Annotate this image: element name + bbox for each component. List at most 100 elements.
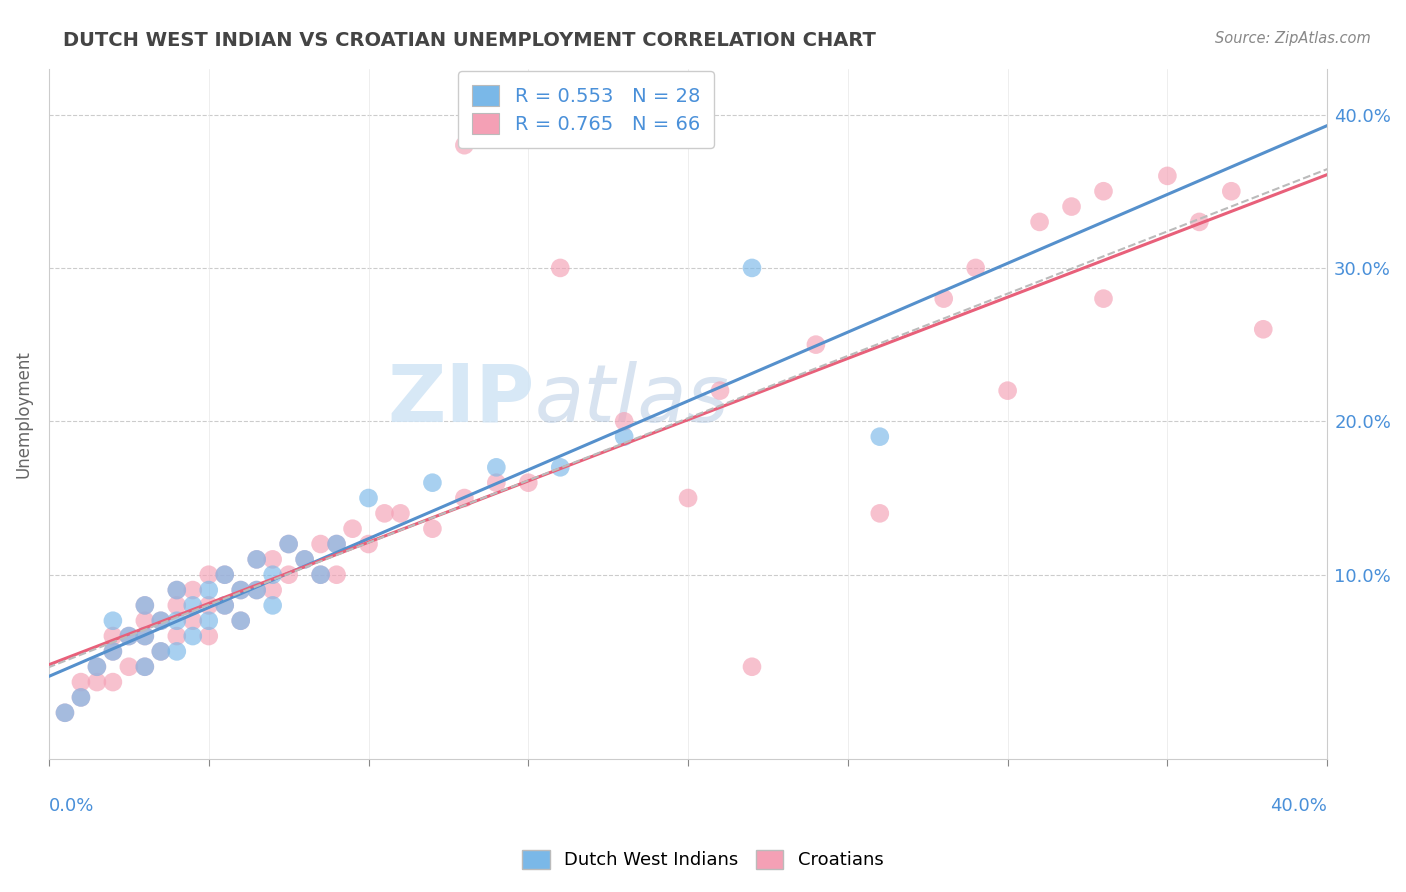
Point bbox=[214, 567, 236, 582]
Point bbox=[134, 629, 156, 643]
Point bbox=[229, 582, 252, 597]
Point bbox=[166, 582, 188, 597]
Point bbox=[548, 460, 571, 475]
Point bbox=[134, 629, 156, 643]
Point bbox=[294, 552, 316, 566]
Point bbox=[325, 537, 347, 551]
Point bbox=[357, 491, 380, 505]
Point bbox=[613, 430, 636, 444]
Point bbox=[149, 614, 172, 628]
Point bbox=[181, 629, 204, 643]
Point bbox=[86, 659, 108, 673]
Point bbox=[70, 675, 93, 690]
Point bbox=[134, 614, 156, 628]
Point bbox=[869, 430, 891, 444]
Point bbox=[246, 552, 269, 566]
Point bbox=[262, 552, 284, 566]
Point bbox=[277, 537, 299, 551]
Point bbox=[134, 599, 156, 613]
Point bbox=[741, 659, 763, 673]
Point bbox=[485, 460, 508, 475]
Point bbox=[134, 659, 156, 673]
Point bbox=[453, 138, 475, 153]
Point bbox=[548, 260, 571, 275]
Point bbox=[166, 582, 188, 597]
Point bbox=[309, 537, 332, 551]
Point bbox=[229, 614, 252, 628]
Point bbox=[101, 644, 124, 658]
Text: atlas: atlas bbox=[534, 361, 730, 439]
Point bbox=[277, 537, 299, 551]
Point bbox=[197, 614, 219, 628]
Point bbox=[1188, 215, 1211, 229]
Point bbox=[325, 567, 347, 582]
Point bbox=[422, 522, 444, 536]
Point bbox=[197, 599, 219, 613]
Point bbox=[134, 599, 156, 613]
Point bbox=[101, 644, 124, 658]
Point bbox=[53, 706, 76, 720]
Point bbox=[166, 599, 188, 613]
Point bbox=[166, 629, 188, 643]
Point bbox=[149, 614, 172, 628]
Point bbox=[342, 522, 364, 536]
Point bbox=[932, 292, 955, 306]
Point bbox=[197, 629, 219, 643]
Text: DUTCH WEST INDIAN VS CROATIAN UNEMPLOYMENT CORRELATION CHART: DUTCH WEST INDIAN VS CROATIAN UNEMPLOYME… bbox=[63, 31, 876, 50]
Point bbox=[149, 644, 172, 658]
Point bbox=[166, 644, 188, 658]
Point bbox=[118, 659, 141, 673]
Point bbox=[357, 537, 380, 551]
Point bbox=[325, 537, 347, 551]
Point bbox=[1156, 169, 1178, 183]
Point bbox=[517, 475, 540, 490]
Point bbox=[422, 475, 444, 490]
Point bbox=[86, 675, 108, 690]
Point bbox=[197, 582, 219, 597]
Point bbox=[118, 629, 141, 643]
Point bbox=[101, 614, 124, 628]
Point bbox=[262, 582, 284, 597]
Point bbox=[262, 599, 284, 613]
Legend: Dutch West Indians, Croatians: Dutch West Indians, Croatians bbox=[513, 840, 893, 879]
Point bbox=[70, 690, 93, 705]
Point bbox=[229, 614, 252, 628]
Point bbox=[246, 552, 269, 566]
Point bbox=[613, 414, 636, 428]
Point bbox=[309, 567, 332, 582]
Point bbox=[804, 337, 827, 351]
Point bbox=[149, 644, 172, 658]
Point bbox=[262, 567, 284, 582]
Text: 0.0%: 0.0% bbox=[49, 797, 94, 814]
Point bbox=[197, 567, 219, 582]
Point bbox=[214, 599, 236, 613]
Text: ZIP: ZIP bbox=[388, 361, 534, 439]
Point bbox=[246, 582, 269, 597]
Point bbox=[389, 507, 412, 521]
Point bbox=[1060, 200, 1083, 214]
Point bbox=[214, 599, 236, 613]
Point bbox=[1092, 292, 1115, 306]
Text: Source: ZipAtlas.com: Source: ZipAtlas.com bbox=[1215, 31, 1371, 46]
Point bbox=[1220, 184, 1243, 198]
Point bbox=[181, 599, 204, 613]
Point bbox=[101, 675, 124, 690]
Point bbox=[453, 491, 475, 505]
Point bbox=[676, 491, 699, 505]
Text: 40.0%: 40.0% bbox=[1270, 797, 1327, 814]
Point bbox=[181, 614, 204, 628]
Point bbox=[53, 706, 76, 720]
Point bbox=[214, 567, 236, 582]
Point bbox=[118, 629, 141, 643]
Point bbox=[373, 507, 395, 521]
Point bbox=[166, 614, 188, 628]
Point bbox=[229, 582, 252, 597]
Point bbox=[965, 260, 987, 275]
Point bbox=[294, 552, 316, 566]
Point bbox=[181, 582, 204, 597]
Y-axis label: Unemployment: Unemployment bbox=[15, 350, 32, 477]
Point bbox=[485, 475, 508, 490]
Point bbox=[101, 629, 124, 643]
Point bbox=[309, 567, 332, 582]
Legend: R = 0.553   N = 28, R = 0.765   N = 66: R = 0.553 N = 28, R = 0.765 N = 66 bbox=[458, 71, 713, 148]
